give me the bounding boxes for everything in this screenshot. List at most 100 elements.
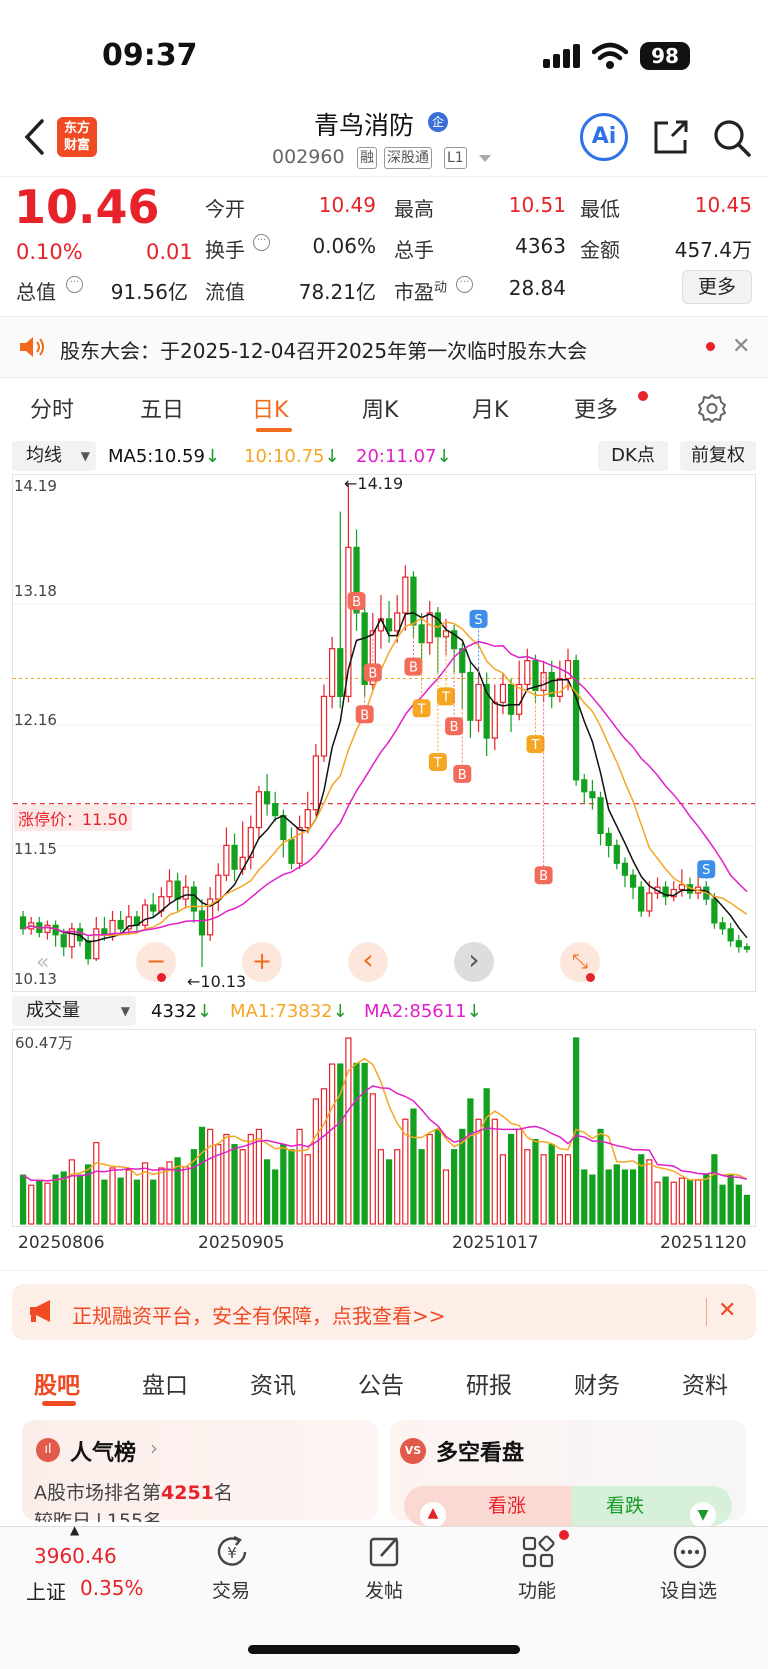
volume-bar — [402, 1118, 409, 1225]
volume-chart[interactable] — [12, 1029, 756, 1227]
function-icon[interactable] — [520, 1534, 556, 1570]
volume-bar — [459, 1128, 466, 1225]
tab-weekly-k[interactable]: 周K — [362, 398, 399, 423]
ad-banner[interactable] — [12, 1284, 756, 1340]
index-change[interactable]: 0.35% — [80, 1576, 144, 1600]
index-value[interactable]: 3960.46 — [34, 1544, 117, 1568]
tab-research[interactable]: 研报 — [466, 1373, 512, 1399]
next-button[interactable]: › — [454, 942, 494, 982]
candle — [573, 660, 580, 781]
wifi-icon — [592, 42, 628, 69]
candle — [621, 862, 629, 876]
indicator-select[interactable]: 均线 ▼ — [12, 441, 96, 471]
volume-indicator-select[interactable]: 成交量 ▼ — [12, 996, 136, 1026]
bull-arrow-icon: ▲ — [420, 1502, 446, 1528]
volume-bar — [198, 1126, 206, 1225]
volume-bar — [662, 1176, 669, 1225]
tab-active-indicator — [256, 428, 292, 432]
candle — [150, 904, 157, 912]
candle — [735, 940, 742, 948]
volume-bar — [68, 1159, 75, 1225]
tab-more[interactable]: 更多 — [574, 398, 619, 423]
gear-icon[interactable] — [697, 393, 727, 423]
tab-daily-k[interactable]: 日K — [252, 398, 289, 423]
info-icon[interactable]: ··· — [66, 276, 83, 293]
ai-button[interactable]: Ai — [580, 113, 628, 161]
candle — [524, 660, 531, 686]
tab-order-book[interactable]: 盘口 — [142, 1373, 188, 1399]
notice-text[interactable]: 股东大会：于2025-12-04召开2025年第一次临时股东大会 — [60, 339, 588, 363]
svg-text:¥: ¥ — [227, 1544, 237, 1562]
volume-bar — [516, 1128, 523, 1225]
close-icon[interactable]: ✕ — [718, 1298, 737, 1323]
candle — [207, 898, 214, 936]
fullscreen-button[interactable]: ⤡ — [560, 942, 600, 982]
tab-intraday[interactable]: 分时 — [30, 398, 75, 423]
popularity-card[interactable] — [22, 1420, 378, 1520]
candle — [678, 884, 685, 891]
volume-bar — [125, 1169, 132, 1225]
candle — [247, 826, 254, 858]
volume-bar — [467, 1098, 474, 1225]
tab-monthly-k[interactable]: 月K — [472, 398, 509, 423]
share-icon[interactable] — [652, 118, 690, 156]
volume-bar — [239, 1149, 246, 1225]
candle — [182, 886, 189, 900]
close-icon[interactable]: ✕ — [732, 334, 751, 359]
volume-bar — [280, 1144, 287, 1225]
info-icon[interactable]: ··· — [253, 234, 270, 251]
signal-marker-label: B — [458, 768, 467, 783]
limit-up-label: 涨停价：11.50 — [14, 805, 132, 831]
post-label[interactable]: 发帖 — [365, 1580, 404, 1602]
adjust-button[interactable]: 前复权 — [680, 441, 756, 471]
back-icon[interactable] — [22, 118, 46, 156]
app-logo: 东方 财富 — [57, 117, 97, 157]
high-marker: ←14.19 — [344, 474, 404, 493]
volume-bar — [337, 1063, 344, 1225]
more-dots-icon[interactable] — [672, 1534, 708, 1570]
trade-icon[interactable]: ¥ — [214, 1534, 250, 1570]
zoom-out-button[interactable]: − — [136, 942, 176, 982]
candle — [288, 838, 295, 864]
scroll-left-icon[interactable]: « — [36, 950, 50, 975]
prev-button[interactable]: ‹ — [348, 942, 388, 982]
tab-news[interactable]: 资讯 — [250, 1373, 296, 1399]
tab-profile[interactable]: 资料 — [682, 1373, 728, 1399]
price-axis-2: 13.18 — [14, 582, 57, 600]
candle — [418, 624, 425, 644]
candle — [215, 874, 222, 900]
chevron-down-icon[interactable] — [478, 154, 492, 163]
tab-announcements[interactable]: 公告 — [358, 1373, 404, 1399]
volume-bar — [296, 1128, 303, 1225]
candle — [255, 791, 263, 829]
more-button[interactable]: 更多 — [682, 270, 752, 304]
volume-bar — [589, 1174, 596, 1225]
volume-bar — [304, 1154, 311, 1225]
tab-guba[interactable]: 股吧 — [34, 1373, 80, 1399]
trade-label[interactable]: 交易 — [212, 1580, 251, 1602]
vs-icon: VS — [400, 1438, 426, 1464]
status-time: 09:37 — [102, 38, 198, 73]
volume-bar — [727, 1174, 734, 1225]
search-icon[interactable] — [712, 118, 752, 158]
function-label[interactable]: 功能 — [518, 1580, 557, 1602]
ad-text[interactable]: 正规融资平台，安全有保障，点我查看>> — [72, 1304, 446, 1328]
zoom-in-button[interactable]: + — [242, 942, 282, 982]
tab-finance[interactable]: 财务 — [574, 1373, 620, 1399]
candle — [467, 671, 474, 721]
watchlist-label[interactable]: 设自选 — [660, 1580, 718, 1602]
tab-five-day[interactable]: 五日 — [140, 398, 185, 423]
float-label: 流值 — [205, 280, 245, 304]
compose-icon[interactable] — [367, 1534, 403, 1570]
price-axis-4: 11.15 — [14, 840, 57, 858]
candle — [475, 683, 482, 721]
info-icon[interactable]: ··· — [456, 276, 473, 293]
volume-bar — [646, 1159, 653, 1225]
index-name[interactable]: 上证 — [26, 1580, 66, 1604]
volume-bar — [263, 1159, 271, 1225]
dk-point-button[interactable]: DK点 — [598, 441, 668, 471]
signal-marker — [347, 592, 366, 611]
popularity-rank: A股市场排名第4251名 — [34, 1482, 233, 1504]
volume-bar — [190, 1149, 197, 1225]
